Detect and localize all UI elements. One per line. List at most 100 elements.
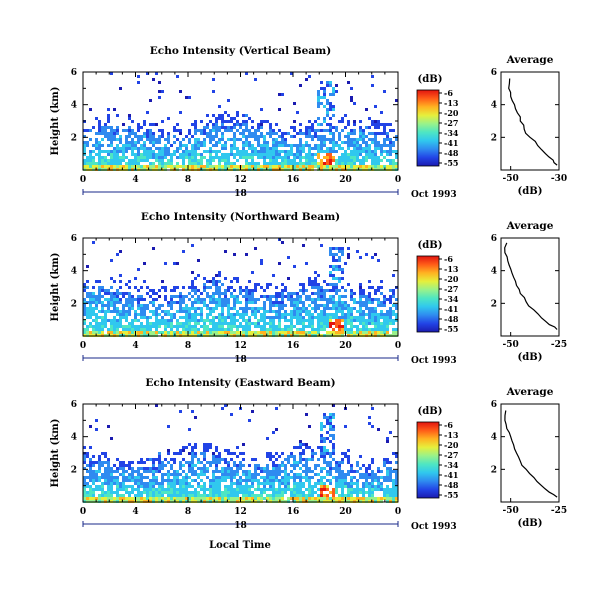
heatmap-cell (338, 132, 341, 135)
heatmap-cell (116, 150, 119, 153)
heatmap-cell (308, 316, 311, 319)
heatmap-cell (98, 147, 101, 150)
heatmap-cell (242, 307, 245, 310)
heatmap-cell (323, 135, 326, 138)
heatmap-cell (239, 488, 242, 491)
heatmap-cell (353, 319, 356, 322)
heatmap-cell (338, 289, 341, 292)
heatmap-cell (212, 491, 215, 494)
heatmap-cell (293, 265, 296, 268)
colorbar-tick-label: -34 (444, 128, 459, 138)
heatmap-cell (347, 162, 350, 165)
heatmap-cell (224, 461, 227, 464)
heatmap-cell (356, 138, 359, 141)
heatmap-cell (233, 476, 236, 479)
heatmap-cell (167, 491, 170, 494)
heatmap-cell (290, 316, 293, 319)
heatmap-cell (221, 126, 224, 129)
heatmap-cell (230, 144, 233, 147)
heatmap-cell (218, 165, 221, 168)
heatmap-cell (95, 476, 98, 479)
heatmap-cell (134, 316, 137, 319)
heatmap-cell (98, 310, 101, 313)
heatmap-cell (191, 153, 194, 156)
heatmap-cell (89, 159, 92, 162)
heatmap-cell (197, 295, 200, 298)
heatmap-cell (386, 476, 389, 479)
heatmap-cell (185, 304, 188, 307)
heatmap-cell (290, 497, 293, 500)
heatmap-cell (275, 479, 278, 482)
heatmap-cell (158, 467, 161, 470)
heatmap-cell (341, 313, 344, 316)
heatmap-cell (194, 443, 197, 446)
heatmap-cell (332, 87, 335, 90)
heatmap-cell (308, 458, 311, 461)
heatmap-cell (200, 494, 203, 497)
heatmap-cell (317, 446, 320, 449)
heatmap-cell (251, 144, 254, 147)
heatmap-cell (347, 132, 350, 135)
heatmap-cell (323, 313, 326, 316)
heatmap-cell (179, 491, 182, 494)
heatmap-cell (89, 150, 92, 153)
heatmap-cell (350, 485, 353, 488)
heatmap-cell (239, 482, 242, 485)
heatmap-cell (221, 301, 224, 304)
heatmap-cell (107, 473, 110, 476)
heatmap-cell (131, 319, 134, 322)
heatmap-cell (104, 292, 107, 295)
heatmap-cell (311, 138, 314, 141)
heatmap-cell (350, 150, 353, 153)
avg-y-tick-label: 6 (491, 68, 497, 78)
heatmap-cell (344, 114, 347, 117)
heatmap-cell (368, 147, 371, 150)
heatmap-cell (92, 159, 95, 162)
heatmap-cell (335, 259, 338, 262)
heatmap-cell (101, 476, 104, 479)
heatmap-cell (248, 129, 251, 132)
heatmap-cell (311, 126, 314, 129)
heatmap-cell (278, 482, 281, 485)
heatmap-cell (98, 455, 101, 458)
heatmap-cell (266, 452, 269, 455)
heatmap-cell (122, 328, 125, 331)
heatmap-cell (92, 126, 95, 129)
heatmap-cell (155, 153, 158, 156)
heatmap-cell (89, 129, 92, 132)
heatmap-cell (92, 473, 95, 476)
heatmap-cell (323, 129, 326, 132)
heatmap-cell (215, 117, 218, 120)
heatmap-cell (113, 156, 116, 159)
heatmap-cell (221, 144, 224, 147)
heatmap-cell (152, 165, 155, 168)
heatmap-cell (278, 108, 281, 111)
heatmap-cell (152, 458, 155, 461)
heatmap-cell (179, 488, 182, 491)
heatmap-cell (389, 165, 392, 168)
heatmap-cell (257, 325, 260, 328)
heatmap-cell (374, 123, 377, 126)
heatmap-cell (287, 476, 290, 479)
heatmap-cell (275, 497, 278, 500)
heatmap-cell (200, 165, 203, 168)
heatmap-cell (329, 162, 332, 165)
heatmap-cell (293, 129, 296, 132)
heatmap-cell (284, 458, 287, 461)
heatmap-cell (233, 144, 236, 147)
heatmap-cell (137, 497, 140, 500)
heatmap-cell (332, 458, 335, 461)
heatmap-cell (110, 470, 113, 473)
x-axis-label: Local Time (209, 540, 271, 551)
heatmap-cell (245, 129, 248, 132)
heatmap-cell (299, 485, 302, 488)
heatmap-cell (101, 485, 104, 488)
heatmap-cell (371, 407, 374, 410)
heatmap-cell (89, 153, 92, 156)
heatmap-cell (119, 488, 122, 491)
heatmap-cell (362, 165, 365, 168)
heatmap-cell (149, 322, 152, 325)
heatmap-cell (335, 307, 338, 310)
heatmap-cell (194, 497, 197, 500)
